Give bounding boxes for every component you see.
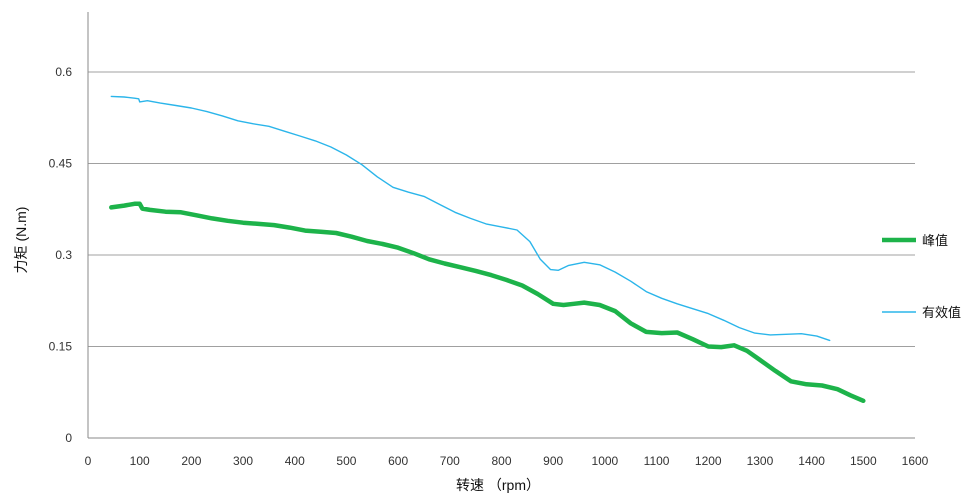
y-tick-label-4: 0.6 [55, 65, 72, 79]
x-tick-label-7: 700 [440, 454, 460, 468]
x-tick-label-14: 1400 [798, 454, 825, 468]
legend-label-0: 峰值 [922, 233, 948, 249]
legend-label-1: 有效值 [922, 305, 961, 321]
y-tick-labels: 0 0.15 0.3 0.45 0.6 [49, 65, 73, 445]
x-tick-labels: 0 100 200 300 400 500 600 700 800 900 1000 1100 1200… [85, 454, 929, 468]
x-tick-label-12: 1200 [695, 454, 722, 468]
x-tick-label-8: 800 [491, 454, 511, 468]
x-tick-label-6: 600 [388, 454, 408, 468]
x-tick-label-16: 1600 [902, 454, 929, 468]
series-line-0 [109, 201, 866, 404]
x-tick-label-9: 900 [543, 454, 563, 468]
x-tick-label-10: 1000 [592, 454, 619, 468]
x-axis-label: 转速 （rpm） [456, 477, 540, 493]
x-tick-label-15: 1500 [850, 454, 877, 468]
grid-lines [88, 71, 915, 347]
series-line-1 [110, 95, 831, 342]
x-tick-label-0: 0 [85, 454, 92, 468]
y-axis-label: 力矩 (N.m) [13, 207, 29, 274]
x-tick-label-5: 500 [336, 454, 356, 468]
x-tick-label-4: 400 [285, 454, 305, 468]
x-tick-label-11: 1100 [644, 454, 670, 468]
y-tick-label-1: 0.15 [49, 340, 73, 354]
x-tick-label-3: 300 [233, 454, 253, 468]
y-tick-label-2: 0.3 [55, 248, 72, 262]
x-tick-label-13: 1300 [747, 454, 774, 468]
y-tick-label-0: 0 [65, 431, 72, 445]
y-tick-label-3: 0.45 [49, 157, 73, 171]
axes [87, 12, 915, 439]
series-lines [109, 95, 866, 404]
x-tick-label-1: 100 [130, 454, 150, 468]
x-tick-label-2: 200 [181, 454, 201, 468]
